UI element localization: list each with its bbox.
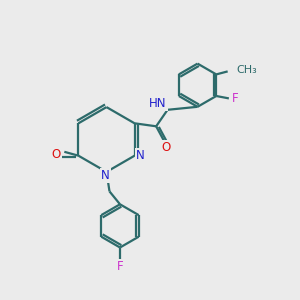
Text: F: F	[232, 92, 239, 105]
Text: HN: HN	[149, 97, 167, 110]
Text: O: O	[161, 141, 171, 154]
Text: N: N	[136, 149, 144, 162]
Text: N: N	[101, 169, 110, 182]
Text: F: F	[117, 260, 123, 273]
Text: CH₃: CH₃	[237, 65, 257, 75]
Text: O: O	[52, 148, 61, 161]
